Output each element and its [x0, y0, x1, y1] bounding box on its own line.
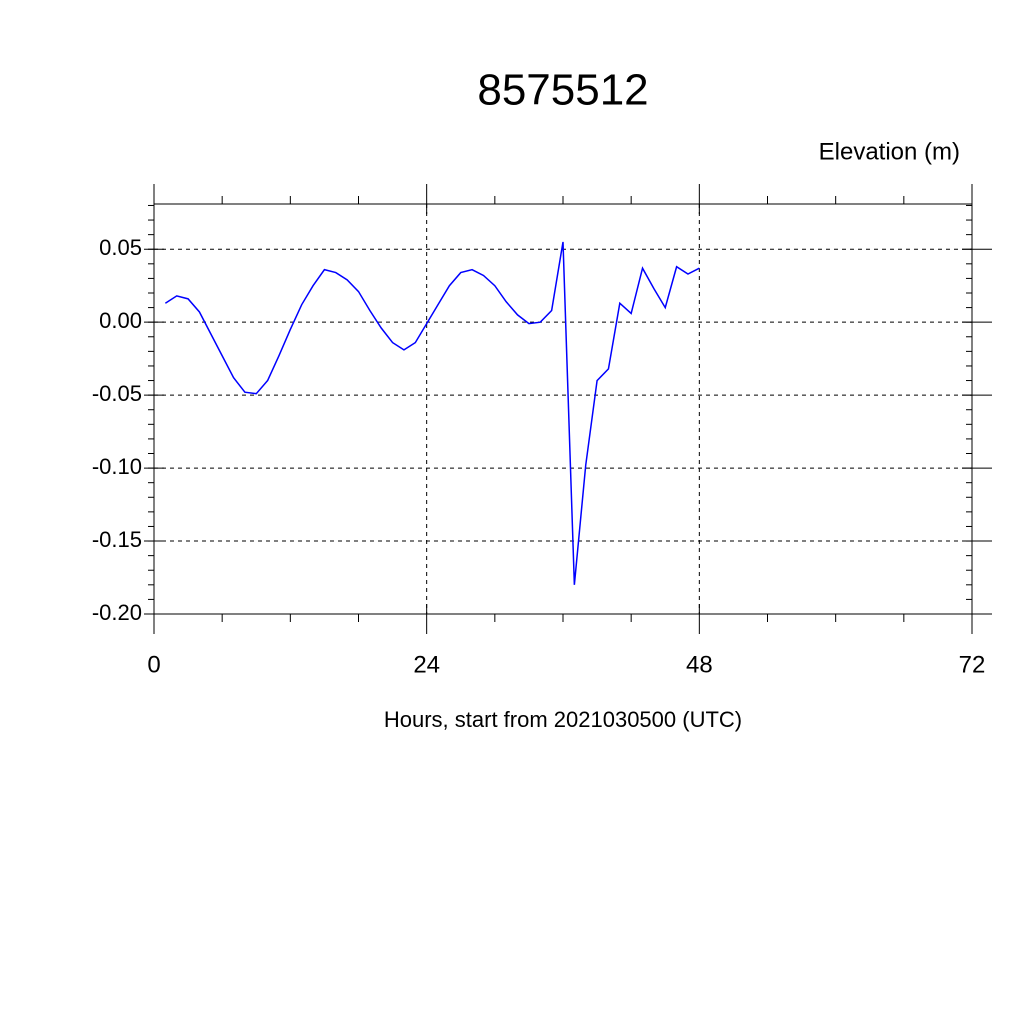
plot-frame: [153, 203, 973, 615]
x-tick-label: 72: [959, 651, 986, 678]
y-tick-label: 0.00: [99, 308, 142, 333]
y-unit-label: Elevation (m): [819, 138, 960, 165]
data-line: [164, 241, 700, 585]
y-tick-label: -0.10: [92, 454, 142, 479]
y-tick-label: -0.05: [92, 381, 142, 406]
y-tick-label: 0.05: [99, 235, 142, 260]
y-tick-label: -0.15: [92, 527, 142, 552]
y-tick-label: -0.20: [92, 600, 142, 625]
x-tick-label: 24: [413, 651, 440, 678]
x-tick-label: 0: [147, 651, 160, 678]
x-axis-label: Hours, start from 2021030500 (UTC): [384, 707, 742, 732]
x-tick-label: 48: [686, 651, 713, 678]
chart-title: 8575512: [477, 66, 648, 115]
